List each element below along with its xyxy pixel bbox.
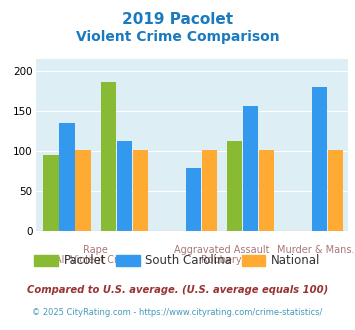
Text: All Violent Crime: All Violent Crime bbox=[55, 255, 136, 265]
Bar bbox=[328, 150, 343, 231]
Bar bbox=[117, 141, 132, 231]
Text: Rape: Rape bbox=[83, 246, 108, 255]
Bar bbox=[59, 123, 75, 231]
Bar bbox=[243, 106, 258, 231]
Bar bbox=[186, 168, 201, 231]
Text: © 2025 CityRating.com - https://www.cityrating.com/crime-statistics/: © 2025 CityRating.com - https://www.city… bbox=[32, 308, 323, 316]
Text: Violent Crime Comparison: Violent Crime Comparison bbox=[76, 30, 279, 44]
Bar bbox=[227, 141, 242, 231]
Bar bbox=[133, 150, 148, 231]
Bar bbox=[101, 82, 116, 231]
Bar bbox=[43, 155, 59, 231]
Text: 2019 Pacolet: 2019 Pacolet bbox=[122, 12, 233, 26]
Legend: Pacolet, South Carolina, National: Pacolet, South Carolina, National bbox=[29, 249, 326, 272]
Bar bbox=[312, 87, 327, 231]
Text: Robbery: Robbery bbox=[202, 255, 242, 265]
Text: Murder & Mans...: Murder & Mans... bbox=[278, 246, 355, 255]
Text: Compared to U.S. average. (U.S. average equals 100): Compared to U.S. average. (U.S. average … bbox=[27, 285, 328, 295]
Bar bbox=[259, 150, 274, 231]
Text: Aggravated Assault: Aggravated Assault bbox=[174, 246, 269, 255]
Bar bbox=[76, 150, 91, 231]
Bar bbox=[202, 150, 217, 231]
